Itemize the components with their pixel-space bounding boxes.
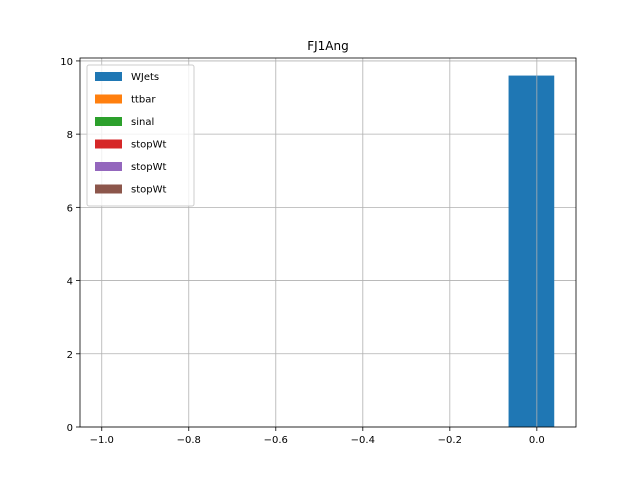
legend-swatch-1 (95, 94, 122, 104)
y-tick-label-0: 0 (67, 423, 73, 434)
legend-label-1: ttbar (131, 95, 156, 106)
legend-swatch-5 (95, 184, 122, 194)
axes: −1.0 −0.8 −0.6 −0.4 −0.2 0.0 0 2 4 6 8 10 (60, 57, 577, 446)
legend-swatch-2 (95, 117, 122, 126)
x-tick-label-1: −0.8 (177, 435, 201, 446)
legend-label-2: sinal (131, 117, 154, 128)
y-tick-label-3: 6 (67, 203, 73, 214)
legend-label-4: stopWt (131, 162, 166, 173)
legend-swatch-0 (95, 72, 122, 81)
y-tick-label-5: 10 (60, 57, 73, 68)
legend: WJets ttbar sinal stopWt stopWt stopWt (86, 64, 195, 207)
x-tick-label-0: −1.0 (90, 435, 114, 446)
y-tick-label-4: 8 (67, 130, 73, 141)
legend-label-0: WJets (131, 72, 159, 83)
legend-swatch-3 (95, 139, 122, 149)
bar-series-0-bin-0 (508, 75, 555, 428)
x-tick-label-5: 0.0 (529, 435, 545, 446)
x-tick-label-2: −0.6 (264, 435, 288, 446)
legend-label-5: stopWt (131, 185, 166, 196)
y-tick-label-2: 4 (67, 277, 73, 288)
chart-title: FJ1Ang (307, 39, 349, 53)
grid (80, 58, 576, 428)
legend-label-3: stopWt (131, 140, 166, 151)
x-tick-label-3: −0.4 (351, 435, 375, 446)
legend-swatch-4 (95, 162, 122, 171)
plot-frame (79, 57, 577, 428)
x-tick-label-4: −0.2 (438, 435, 462, 446)
bars (508, 75, 555, 428)
y-tick-label-1: 2 (67, 350, 73, 361)
